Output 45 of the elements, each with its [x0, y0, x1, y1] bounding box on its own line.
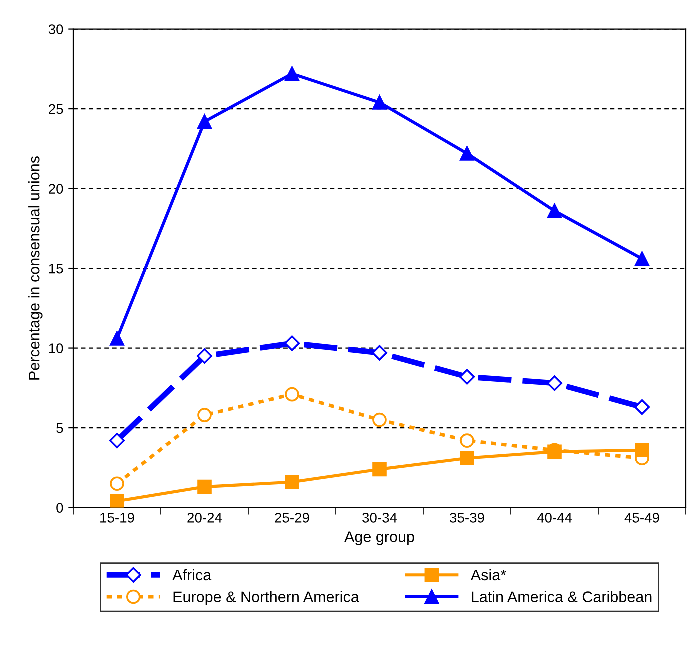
point [546, 376, 563, 392]
point [372, 96, 387, 110]
point [285, 475, 300, 490]
x-tick-label: 35-39 [450, 513, 484, 523]
point [196, 348, 213, 364]
point [109, 433, 126, 449]
point [110, 494, 124, 508]
point [460, 146, 474, 161]
point [285, 387, 300, 402]
point [198, 114, 212, 129]
y-tick-label: 0 [56, 503, 64, 513]
point [110, 332, 124, 346]
point [110, 476, 124, 492]
point [634, 400, 650, 416]
x-tick-label: 45-49 [624, 513, 660, 523]
point [460, 434, 474, 448]
point [635, 443, 650, 458]
point [372, 412, 387, 428]
point [284, 336, 300, 352]
y-tick-label: 25 [49, 104, 64, 114]
point [198, 408, 212, 422]
legend-label: Europe & Northern America [174, 591, 360, 606]
point [459, 369, 476, 385]
x-axis-title: Age group [344, 532, 414, 546]
y-tick-label: 10 [49, 344, 64, 354]
y-tick-label: 5 [56, 424, 64, 434]
point [372, 462, 387, 477]
x-tick-label: 40-44 [537, 513, 572, 523]
point [548, 204, 562, 218]
point [285, 66, 300, 82]
legend-label: Asia* [470, 569, 506, 581]
x-tick-label: 20-24 [188, 513, 222, 523]
y-tick-label: 15 [49, 264, 64, 274]
legend-label: Africa [172, 569, 212, 581]
point [198, 480, 212, 494]
x-tick-label: 15-19 [100, 513, 134, 523]
y-axis-title: Percentage in consensual unions [28, 156, 43, 380]
x-tick-label: 30-34 [362, 513, 398, 523]
legend-label: Latin America & Caribbean [472, 591, 652, 602]
x-tick-label: 25-29 [275, 513, 310, 523]
point [635, 252, 650, 266]
point [372, 345, 388, 361]
point [460, 451, 474, 466]
y-tick-label: 30 [48, 24, 64, 34]
y-tick-label: 20 [49, 184, 64, 194]
